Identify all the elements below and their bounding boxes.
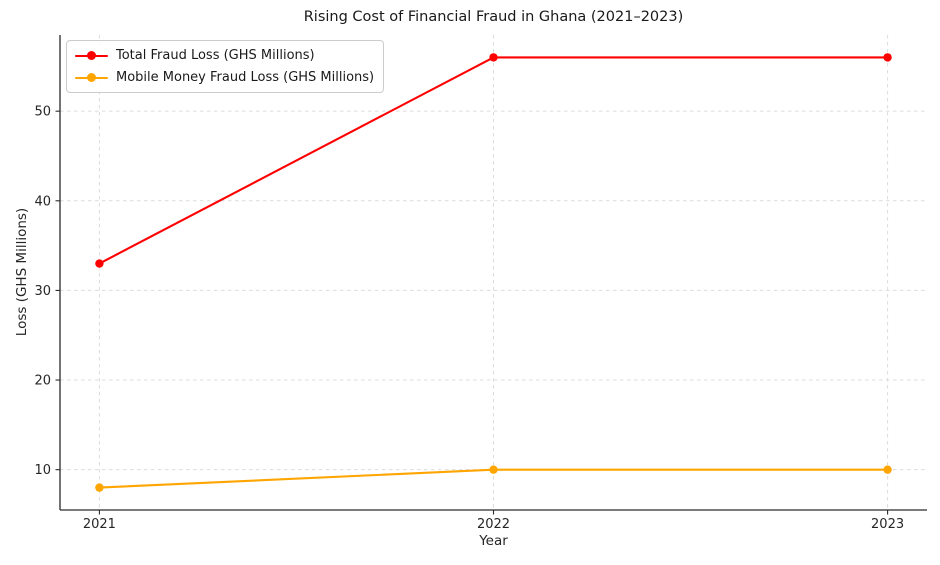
legend-label-total-fraud-loss: Total Fraud Loss (GHS Millions) [116,48,315,63]
y-tick-label: 50 [34,105,51,120]
y-tick-label: 40 [34,194,51,209]
data-point-series-0 [883,53,892,62]
legend-marker-dot [87,73,96,82]
x-tick-label: 2022 [477,517,510,532]
legend-item-mobile-money-fraud-loss: Mobile Money Fraud Loss (GHS Millions) [75,68,374,87]
legend-line-marker-icon [75,51,108,61]
data-point-series-0 [489,53,498,62]
data-point-series-1 [489,465,498,474]
legend: Total Fraud Loss (GHS Millions) Mobile M… [66,40,385,93]
data-point-series-1 [883,465,892,474]
y-axis-label: Loss (GHS Millions) [14,207,30,337]
y-tick-label: 30 [34,284,51,299]
legend-line-marker-icon [75,73,108,83]
x-axis-label: Year [479,533,508,549]
x-tick-label: 2023 [871,517,904,532]
x-tick-label: 2021 [83,517,116,532]
legend-label-mobile-money-fraud-loss: Mobile Money Fraud Loss (GHS Millions) [116,70,375,85]
chart-title: Rising Cost of Financial Fraud in Ghana … [303,9,684,25]
legend-marker-dot [87,51,96,60]
y-tick-label: 20 [34,374,51,389]
data-point-series-0 [95,259,104,268]
data-point-series-1 [95,483,104,492]
legend-item-total-fraud-loss: Total Fraud Loss (GHS Millions) [75,46,374,65]
y-tick-label: 10 [34,463,51,478]
